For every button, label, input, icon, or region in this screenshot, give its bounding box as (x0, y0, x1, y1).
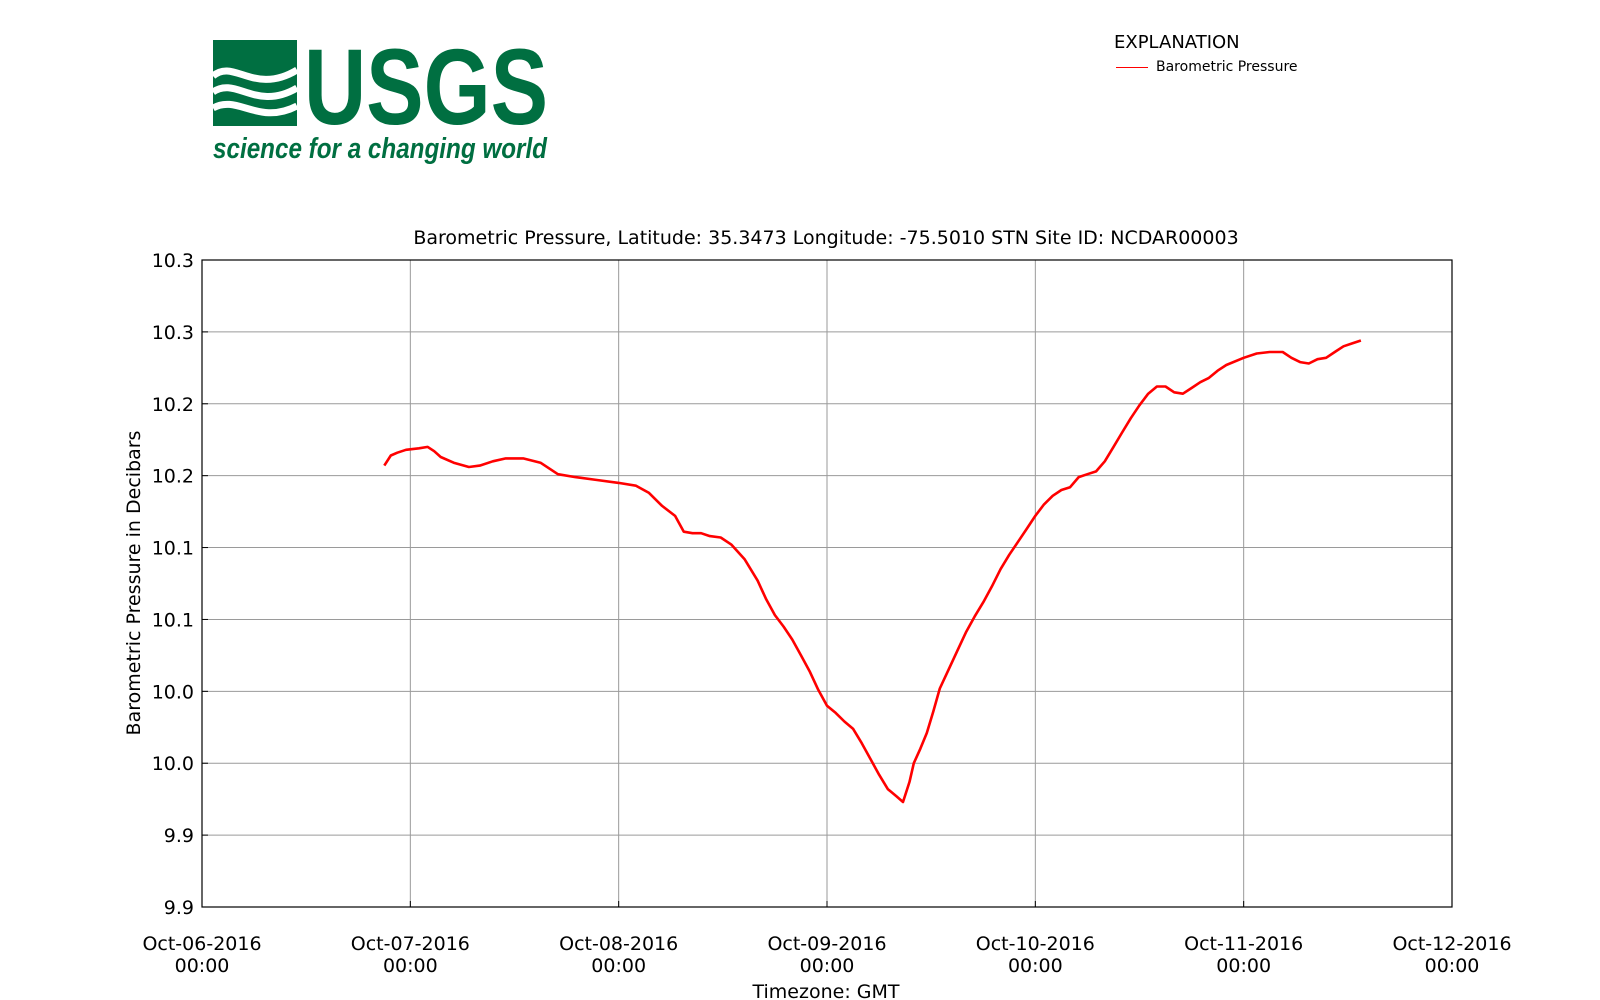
x-tick-label-time: 00:00 (1425, 955, 1480, 977)
x-tick-label-date: Oct-12-2016 (1392, 933, 1511, 955)
legend-title: EXPLANATION (1114, 32, 1240, 53)
series-layer (383, 339, 1362, 804)
chart-legend: EXPLANATION Barometric Pressure (1114, 32, 1364, 92)
y-tick-label: 10.0 (152, 681, 194, 703)
y-tick-label: 10.3 (152, 250, 194, 272)
y-axis-ticks: 9.9 9.9 10.0 10.0 10.1 10.1 10.2 10.2 10.3 10.3 (152, 250, 208, 919)
y-tick-label: 10.1 (152, 538, 194, 560)
x-tick-label-time: 00:00 (1216, 955, 1271, 977)
grid-lines (202, 260, 1452, 907)
y-tick-label: 10.2 (152, 466, 194, 488)
legend-swatch-barometric-pressure (1116, 67, 1148, 68)
usgs-logo: USGS science for a changing world (210, 26, 570, 168)
x-axis-label: Timezone: GMT (752, 981, 900, 1000)
x-tick-label-date: Oct-06-2016 (142, 933, 261, 955)
x-tick-label-date: Oct-08-2016 (559, 933, 678, 955)
x-tick-label-date: Oct-07-2016 (351, 933, 470, 955)
chart-title: Barometric Pressure, Latitude: 35.3473 L… (413, 227, 1238, 249)
y-tick-label: 10.1 (152, 609, 194, 631)
usgs-logo-waves (210, 66, 299, 117)
x-tick-label-date: Oct-11-2016 (1184, 933, 1303, 955)
y-tick-label: 9.9 (164, 825, 194, 847)
x-tick-label-date: Oct-09-2016 (767, 933, 886, 955)
x-tick-label-time: 00:00 (800, 955, 855, 977)
y-axis-label: Barometric Pressure in Decibars (123, 431, 145, 736)
y-tick-label: 10.0 (152, 753, 194, 775)
usgs-logo-tagline: science for a changing world (213, 133, 548, 165)
y-tick-label: 10.2 (152, 394, 194, 416)
x-tick-label-time: 00:00 (175, 955, 230, 977)
legend-entry-barometric-pressure: Barometric Pressure (1156, 59, 1298, 75)
usgs-logo-wordmark: USGS (304, 36, 548, 147)
y-tick-label: 10.3 (152, 322, 194, 344)
usgs-logo-mark: USGS science for a changing world (210, 26, 548, 165)
x-tick-label-time: 00:00 (383, 955, 438, 977)
x-axis-ticks: Oct-06-201600:00Oct-07-201600:00Oct-08-2… (142, 901, 1512, 977)
x-tick-label-time: 00:00 (1008, 955, 1063, 977)
series-line-barometric-pressure (383, 339, 1362, 804)
x-tick-label-time: 00:00 (591, 955, 646, 977)
y-tick-label: 9.9 (164, 897, 194, 919)
x-tick-label-date: Oct-10-2016 (976, 933, 1095, 955)
